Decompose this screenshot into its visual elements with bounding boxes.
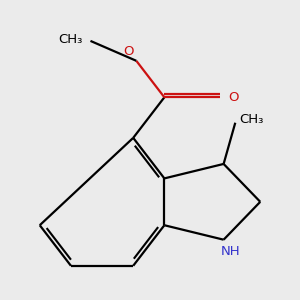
Text: CH₃: CH₃	[59, 33, 83, 46]
Text: O: O	[228, 91, 238, 104]
Text: CH₃: CH₃	[240, 113, 264, 126]
Text: O: O	[123, 45, 134, 58]
Text: NH: NH	[221, 245, 241, 258]
